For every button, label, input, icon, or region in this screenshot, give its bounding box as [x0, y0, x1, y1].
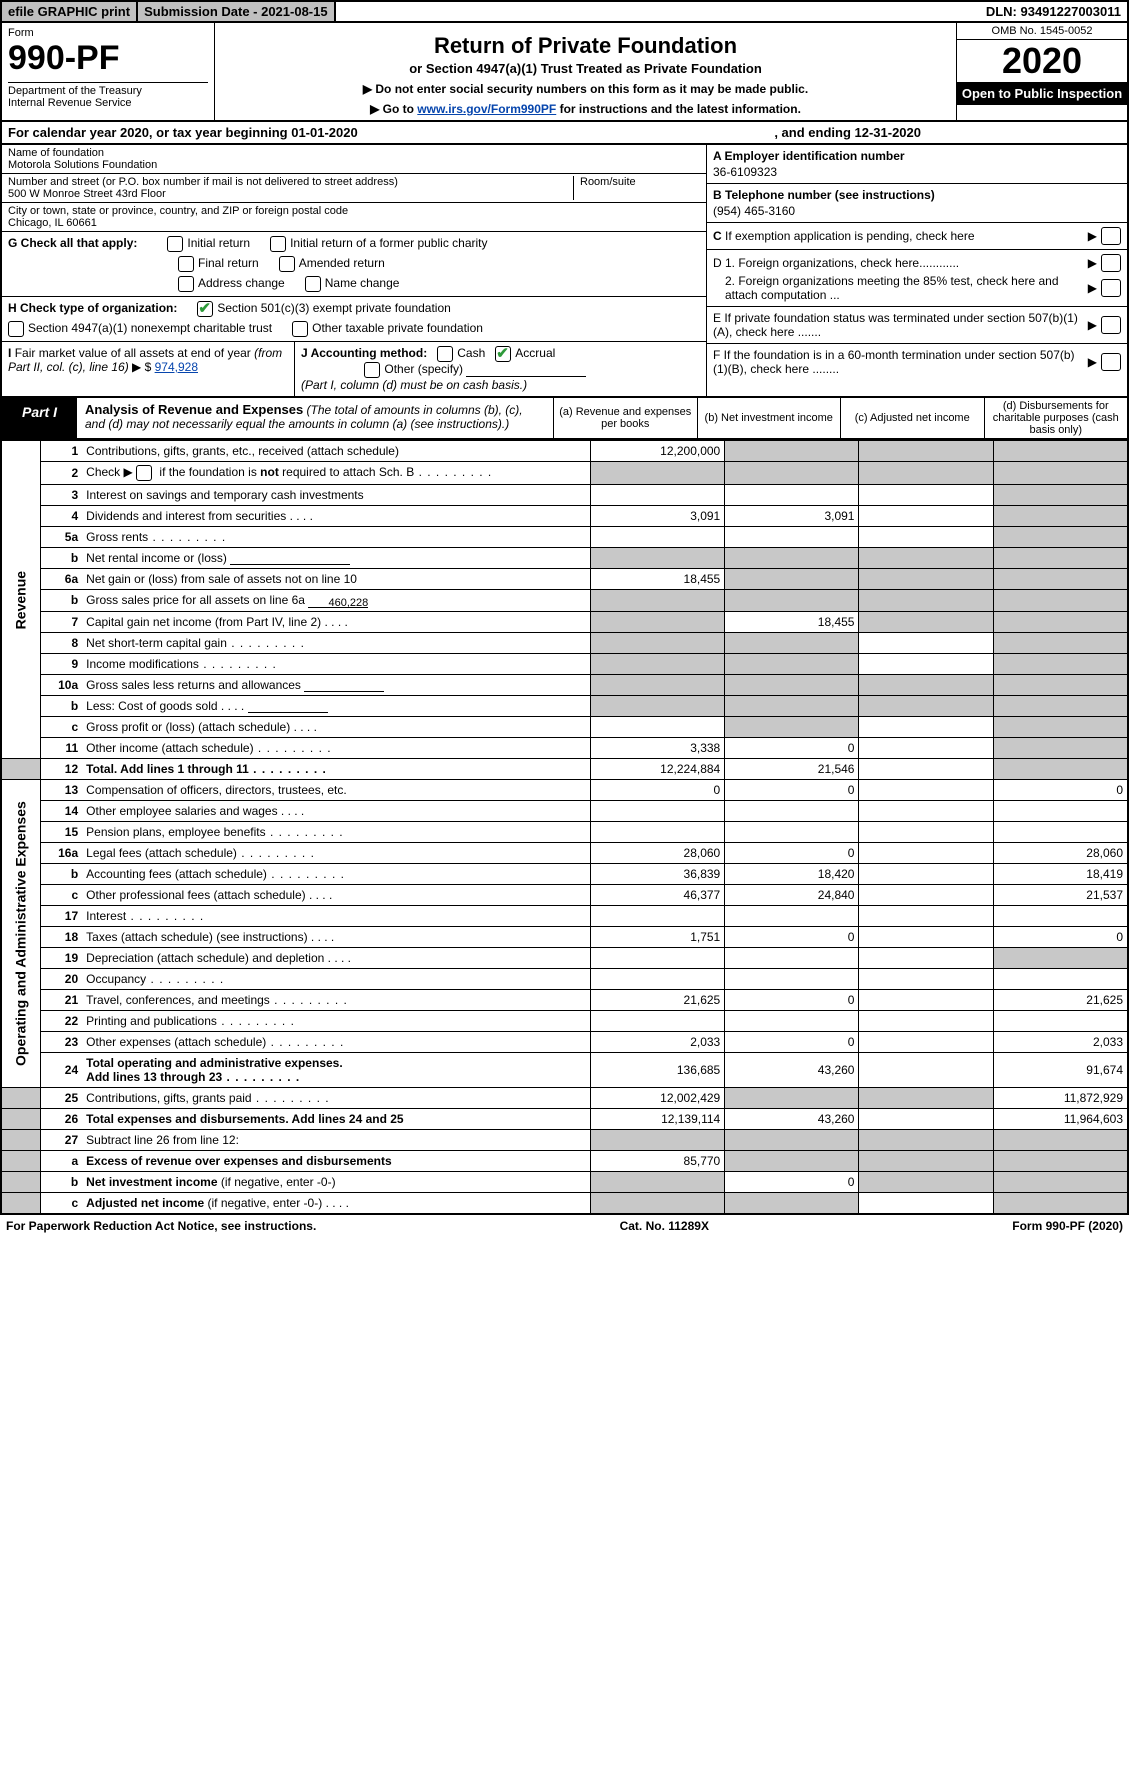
efile-print-button[interactable]: efile GRAPHIC print [2, 2, 138, 21]
revenue-side-label: Revenue [1, 441, 40, 759]
warning-line-1: ▶ Do not enter social security numbers o… [221, 82, 950, 96]
footer-left: For Paperwork Reduction Act Notice, see … [6, 1219, 316, 1233]
checkbox-initial-return[interactable] [167, 236, 183, 252]
footer-mid: Cat. No. 11289X [620, 1219, 709, 1233]
checkbox-other-taxable[interactable] [292, 321, 308, 337]
part1-header: Part I Analysis of Revenue and Expenses … [0, 398, 1129, 440]
address-label: Number and street (or P.O. box number if… [8, 176, 573, 188]
d1-label: D 1. Foreign organizations, check here..… [713, 256, 1088, 270]
checkbox-amended[interactable] [279, 256, 295, 272]
city-label: City or town, state or province, country… [8, 205, 700, 217]
instructions-link[interactable]: www.irs.gov/Form990PF [417, 102, 556, 116]
checkbox-initial-former[interactable] [270, 236, 286, 252]
page-footer: For Paperwork Reduction Act Notice, see … [0, 1215, 1129, 1237]
ein-label: A Employer identification number [713, 149, 1121, 163]
c-label: C If exemption application is pending, c… [713, 229, 1088, 243]
f-label: F If the foundation is in a 60-month ter… [713, 348, 1088, 376]
checkbox-sch-b[interactable] [136, 465, 152, 481]
checkbox-e[interactable] [1101, 316, 1121, 334]
part1-title: Analysis of Revenue and Expenses [85, 402, 303, 417]
checkbox-d1[interactable] [1101, 254, 1121, 272]
city-value: Chicago, IL 60661 [8, 217, 700, 229]
form-subtitle: or Section 4947(a)(1) Trust Treated as P… [221, 61, 950, 76]
warning-line-2: ▶ Go to www.irs.gov/Form990PF for instru… [221, 102, 950, 116]
e-label: E If private foundation status was termi… [713, 311, 1088, 339]
footer-right: Form 990-PF (2020) [1012, 1219, 1123, 1233]
h-checks-row: H Check type of organization: Section 50… [2, 297, 706, 342]
form-header: Form 990-PF Department of the Treasury I… [0, 23, 1129, 122]
form-number: 990-PF [8, 39, 208, 78]
ein-value: 36-6109323 [713, 165, 1121, 179]
form-title: Return of Private Foundation [221, 33, 950, 59]
submission-date: Submission Date - 2021-08-15 [138, 2, 336, 21]
foundation-name: Motorola Solutions Foundation [8, 159, 700, 171]
checkbox-final-return[interactable] [178, 256, 194, 272]
dln-label: DLN: 93491227003011 [980, 2, 1127, 21]
expenses-side-label: Operating and Administrative Expenses [1, 780, 40, 1088]
department-label: Department of the Treasury Internal Reve… [8, 82, 208, 109]
tax-year: 2020 [957, 40, 1127, 82]
identification-block: Name of foundation Motorola Solutions Fo… [0, 145, 1129, 398]
checkbox-f[interactable] [1101, 353, 1121, 371]
i-label: I [8, 346, 11, 360]
form-word: Form [8, 27, 208, 39]
checkbox-accrual[interactable] [495, 346, 511, 362]
checkbox-c[interactable] [1101, 227, 1121, 245]
part1-label: Part I [2, 398, 77, 438]
d2-label: 2. Foreign organizations meeting the 85%… [713, 274, 1088, 302]
address-value: 500 W Monroe Street 43rd Floor [8, 188, 573, 200]
checkbox-d2[interactable] [1101, 279, 1121, 297]
checkbox-address-change[interactable] [178, 276, 194, 292]
col-b-header: (b) Net investment income [698, 398, 842, 438]
checkbox-cash[interactable] [437, 346, 453, 362]
name-label: Name of foundation [8, 147, 700, 159]
room-label: Room/suite [580, 176, 700, 188]
telephone-value: (954) 465-3160 [713, 204, 1121, 218]
calendar-year-row: For calendar year 2020, or tax year begi… [0, 122, 1129, 145]
part1-table: Revenue 1Contributions, gifts, grants, e… [0, 440, 1129, 1215]
g-checks-row: G Check all that apply: Initial return I… [2, 232, 706, 297]
col-c-header: (c) Adjusted net income [841, 398, 985, 438]
checkbox-other-method[interactable] [364, 362, 380, 378]
col-d-header: (d) Disbursements for charitable purpose… [985, 398, 1128, 438]
checkbox-name-change[interactable] [305, 276, 321, 292]
omb-number: OMB No. 1545-0052 [957, 23, 1127, 40]
telephone-label: B Telephone number (see instructions) [713, 188, 1121, 202]
open-to-public: Open to Public Inspection [957, 82, 1127, 105]
col-a-header: (a) Revenue and expenses per books [554, 398, 698, 438]
fmv-link[interactable]: 974,928 [155, 360, 198, 374]
checkbox-501c3[interactable] [197, 301, 213, 317]
checkbox-4947a1[interactable] [8, 321, 24, 337]
top-bar: efile GRAPHIC print Submission Date - 20… [0, 0, 1129, 23]
